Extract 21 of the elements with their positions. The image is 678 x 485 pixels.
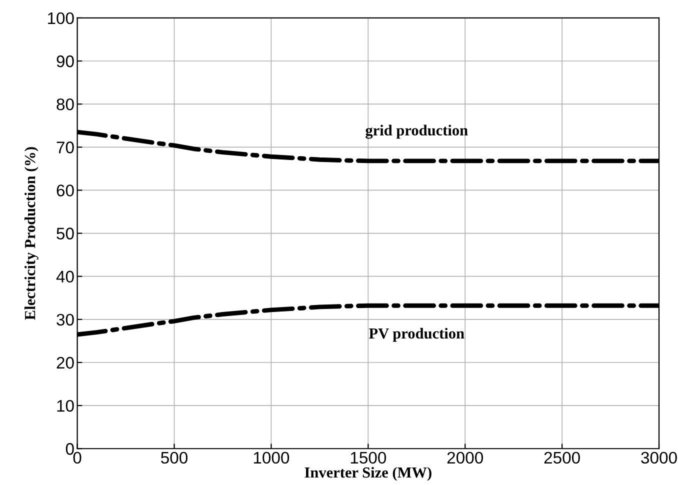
y-tick-label: 90 — [56, 55, 74, 68]
y-tick-label: 20 — [56, 356, 74, 369]
y-tick-label: 40 — [56, 270, 74, 283]
x-axis-title: Inverter Size (MW) — [304, 466, 432, 481]
x-tick-label: 1000 — [254, 452, 290, 464]
y-tick-label: 60 — [56, 184, 74, 196]
series-label: PV production — [368, 328, 464, 342]
x-tick-label: 500 — [161, 452, 188, 464]
y-tick-label: 100 — [48, 12, 74, 24]
x-tick-label: 3000 — [641, 452, 677, 464]
y-tick-label: 10 — [57, 400, 74, 412]
y-tick-label: 80 — [56, 98, 74, 110]
y-tick-label: 70 — [56, 142, 74, 154]
x-tick-label: 1500 — [350, 452, 386, 464]
x-tick-label: 2000 — [447, 452, 483, 464]
x-tick-label: 2500 — [544, 452, 580, 464]
y-tick-label: 30 — [56, 314, 74, 326]
series-label: grid production — [366, 124, 468, 139]
y-tick-label: 0 — [66, 443, 74, 455]
y-axis-title: Electricity Production (%) — [24, 147, 38, 320]
y-tick-label: 50 — [56, 228, 74, 240]
